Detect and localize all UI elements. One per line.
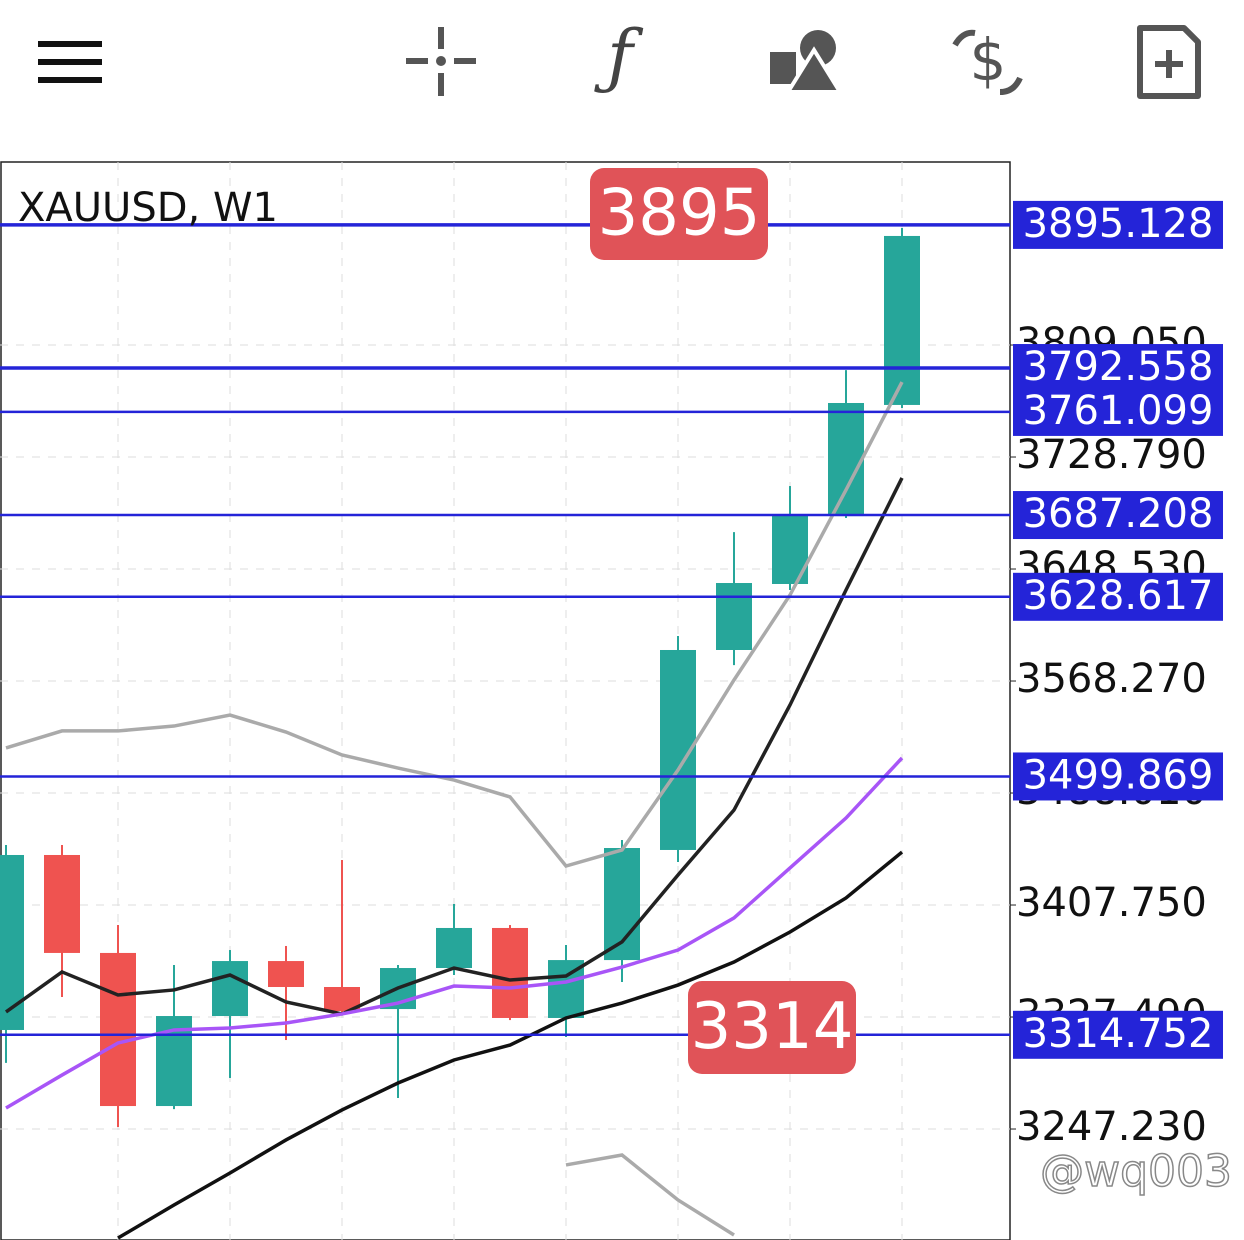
price-label: 3314.752 [1023,1011,1214,1057]
annotation-text: 3314 [691,990,854,1064]
price-label-box [1013,344,1223,393]
price-label-box [1013,752,1223,801]
menu-button[interactable] [38,41,102,83]
price-label: 3499.869 [1023,752,1214,798]
svg-text:$: $ [970,26,1007,94]
price-label: 3792.558 [1023,344,1214,390]
new-order-button[interactable] [1137,25,1201,99]
price-label: 3895.128 [1023,201,1214,247]
price-label-box [1013,200,1223,249]
y-tick-label: 3568.270 [1016,656,1207,702]
price-label-box [1013,572,1223,621]
price-label: 3628.617 [1023,573,1214,619]
candle-body [716,583,752,650]
indicator-line [5,381,904,869]
indicator-line [4,477,904,1016]
candle-body [100,952,136,1107]
candle-body [44,854,80,953]
candle-body [884,235,920,405]
candle-body [212,961,248,1017]
price-label-box [1013,1010,1223,1059]
candle-body [828,402,864,517]
annotation-box [688,981,856,1074]
indicator-line [117,850,904,1240]
price-label: 3761.099 [1023,388,1214,434]
annotation-text: 3895 [598,177,761,251]
indicator-line [565,1153,735,1237]
candle-body [268,961,304,988]
candle-body [436,927,472,969]
price-label: 3687.208 [1023,491,1214,537]
objects-button[interactable] [770,30,844,94]
trade-button[interactable]: $ [952,26,1023,95]
y-tick-label: 3247.230 [1016,1104,1207,1150]
annotation-box [590,168,768,260]
crosshair-button[interactable] [406,27,476,96]
watermark: @wq003 [1040,1146,1232,1197]
chart-layer: 3247.2303327.4903407.7503488.0103568.270… [0,168,1223,1240]
y-tick-label: 3407.750 [1016,880,1207,926]
price-label-box [1013,491,1223,540]
y-tick-label: 3728.790 [1016,432,1207,478]
plot-frame [0,161,1011,1240]
chart-title: XAUUSD, W1 [18,185,278,231]
price-label-box [1013,387,1223,436]
candle-body [492,927,528,1018]
